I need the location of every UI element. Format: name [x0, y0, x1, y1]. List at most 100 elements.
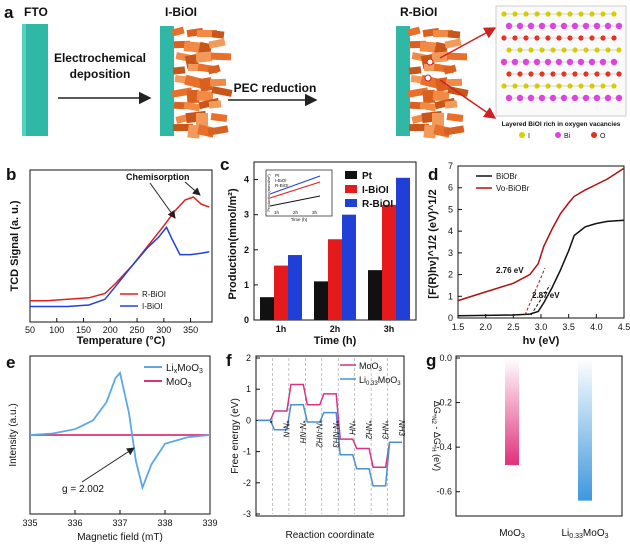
- panel-e-ylabel: Intensity (a.u.): [8, 403, 19, 466]
- xtick-label: 339: [202, 518, 217, 528]
- panel-c-bars: [260, 177, 410, 320]
- panel-f-letter: f: [226, 351, 232, 370]
- series-line-biobr: [457, 219, 625, 317]
- xtick-label: 337: [112, 518, 127, 528]
- flake: [408, 123, 430, 132]
- inset-legend-i-bioi: I-BiOI: [275, 178, 287, 183]
- bar-li-moo3: [578, 358, 592, 501]
- flake: [208, 38, 226, 49]
- flake: [207, 64, 221, 75]
- panel-e-letter: e: [6, 353, 15, 372]
- xtick-label: 200: [103, 325, 118, 335]
- flake: [209, 78, 227, 87]
- crystal-atom: [616, 47, 622, 53]
- vacancy-marker: [424, 74, 432, 82]
- iodine-legend-label: I: [528, 133, 530, 140]
- category-label: *N-NH2: [315, 420, 324, 448]
- xtick-label: 338: [157, 518, 172, 528]
- flake: [443, 64, 457, 75]
- crystal-atom: [616, 71, 622, 77]
- flake: [435, 77, 449, 92]
- fto-highlight: [22, 24, 26, 136]
- panel-g-letter: g: [426, 351, 436, 370]
- bar-moo3: [505, 358, 519, 465]
- oxygen-legend-label: O: [600, 133, 606, 140]
- xtick-label: 4.0: [590, 322, 603, 332]
- panel-c: c 0 1 2 3 4 1h 2h 3h Production(mmol/m²) Time …: [220, 155, 417, 347]
- inset-line-pt: [269, 195, 321, 207]
- panel-e-xlabel: Magnetic field (mT): [77, 532, 163, 543]
- xtick-label: 300: [156, 325, 171, 335]
- series-line-i-bioi: [30, 225, 210, 308]
- ytick-label: 0: [244, 315, 249, 325]
- xtick-label: 50: [25, 325, 35, 335]
- crystal-atom: [611, 83, 617, 89]
- xtick-label: 336: [67, 518, 82, 528]
- ytick-label: 4: [448, 226, 453, 236]
- flake: [211, 86, 233, 97]
- bar-i-bioi-3h: [382, 204, 396, 320]
- vacancy-marker: [426, 58, 434, 66]
- zoom-arrow-upper: [439, 27, 497, 59]
- ytick-label: -1: [243, 447, 251, 457]
- panel-g-yticks: 0.0 -0.2 -0.4 -0.6: [436, 353, 460, 497]
- ibioi-label: I-BiOI: [165, 5, 197, 19]
- panel-f-xlabel: Reaction coordinate: [286, 530, 375, 541]
- energy-profile-li0.33moo3: [258, 404, 402, 487]
- panel-f-category-labels: * *N-N *N-NH *N-NH2 *N-NH3 *NH *NH2 *NH3 NH3: [265, 420, 406, 448]
- bismuth-legend-label: Bi: [564, 133, 571, 140]
- panel-d-ylabel: [F(R)hν]^1/2 (eV)^1/2: [427, 189, 439, 298]
- flake: [172, 66, 186, 75]
- xtick-label: 2.5: [507, 322, 520, 332]
- ytick-label: 4: [244, 175, 249, 185]
- legend-swatch-pt: [345, 171, 357, 179]
- crystal-atom: [615, 94, 623, 102]
- crystal-atom: [610, 58, 618, 66]
- panel-c-xlabel: Time (h): [314, 335, 357, 347]
- fto-label: FTO: [24, 5, 48, 19]
- panel-b-ylabel: TCD Signal (a. u.): [9, 200, 21, 291]
- ytick-label: 1: [244, 280, 249, 290]
- inset-line-r-bioi: [269, 175, 321, 195]
- xtick-label: 2.0: [479, 322, 492, 332]
- ytick-label: -0.2: [436, 398, 452, 408]
- legend-label-moo3: MoO3: [359, 361, 383, 373]
- flake: [419, 101, 437, 112]
- bar-r-bioi-2h: [342, 214, 356, 320]
- xtick-label: 3.0: [535, 322, 548, 332]
- bar-r-bioi-1h: [288, 255, 302, 320]
- bar-i-bioi-2h: [328, 239, 342, 320]
- xtick-li-moo3: Li0.33MoO3: [562, 528, 609, 540]
- ytick-label: 3: [244, 210, 249, 220]
- panel-c-ylabel: Production(mmol/m²): [227, 188, 239, 300]
- ytick-label: 0: [246, 415, 251, 425]
- tangent-line-biobr: [530, 284, 551, 316]
- ytick-label: 2: [246, 353, 251, 363]
- inset-legend-pt: Pt: [275, 173, 280, 178]
- panel-d: d 1.5 2.0 2.5 3.0 3.5 4.0 4.5 0 1 2 3 4 5 6 7 [F(R)hν]…: [427, 161, 630, 347]
- panel-g: g 0.0 -0.2 -0.4 -0.6 ΔG*N2 - ΔG*H (eV) MoO3…: [426, 351, 623, 540]
- bar-pt-3h: [368, 270, 382, 320]
- fto-substrate: [22, 24, 48, 136]
- bar-pt-2h: [314, 281, 328, 320]
- legend-label-lixmoo3: LixMoO3: [166, 363, 203, 375]
- bar-pt-1h: [260, 297, 274, 320]
- flake: [423, 124, 437, 139]
- legend-label-pt: Pt: [362, 171, 373, 182]
- category-label: *N-N: [282, 420, 291, 438]
- flake: [196, 90, 214, 102]
- inset-ylabel: Production(mmol/m²): [266, 174, 271, 212]
- series-line-vo-biobr: [457, 167, 625, 302]
- legend-label-i-bioi: I-BiOI: [362, 185, 389, 196]
- inset-xlabel: Time (h): [291, 217, 308, 222]
- panel-b: b 50 100 150 200 250 300 350 TCD Signal (a. u.…: [6, 165, 213, 347]
- category-label: *: [265, 420, 274, 424]
- crystal-atom: [615, 22, 623, 30]
- panel-c-inset: Pt I-BiOI R-BiOI 1h 2h 3h Time (h) Produ…: [265, 169, 333, 222]
- flake: [210, 113, 228, 122]
- crystal-caption: Layered BiOI rich in oxygen vacancies: [502, 121, 621, 128]
- xtick-label: 3.5: [562, 322, 575, 332]
- ytick-label: -3: [243, 509, 251, 519]
- xtick-label: 3h: [384, 324, 395, 334]
- iodine-legend-dot: [519, 132, 525, 138]
